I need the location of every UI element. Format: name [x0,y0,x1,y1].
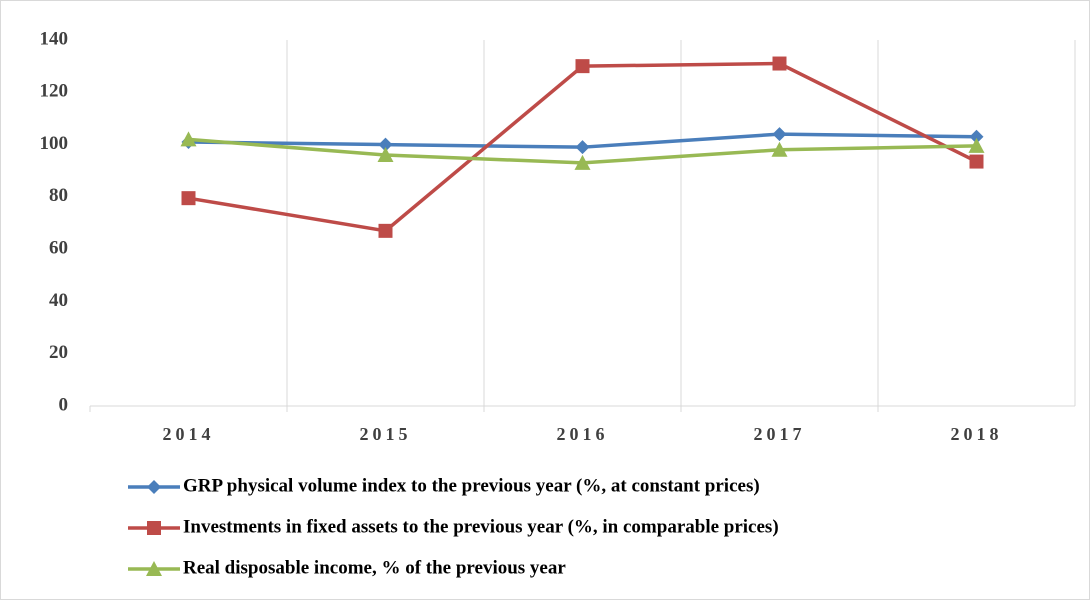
marker [181,191,196,206]
y-tick-label: 20 [49,342,68,363]
legend-label: GRP physical volume index to the previou… [183,475,760,496]
marker [574,154,591,170]
marker [180,131,197,147]
y-tick-label: 40 [49,290,68,311]
x-tick-label: 2015 [360,424,412,444]
marker [146,561,162,576]
marker [377,147,394,163]
x-tick-label: 2017 [754,424,806,444]
x-tick-label: 2014 [163,424,215,444]
marker [969,129,984,144]
x-tick-label: 2016 [557,424,609,444]
marker [968,137,985,153]
y-tick-label: 80 [49,185,68,206]
marker [772,56,787,71]
legend-label: Investments in fixed assets to the previ… [183,516,779,537]
x-tick-label: 2018 [951,424,1003,444]
y-tick-label: 120 [40,81,69,102]
marker [378,223,393,238]
marker [147,480,161,494]
marker [575,140,590,155]
marker [969,154,984,169]
y-tick-label: 140 [40,28,69,49]
marker [575,59,590,74]
y-tick-label: 100 [40,133,69,154]
marker [771,141,788,157]
y-tick-label: 60 [49,238,68,259]
marker [147,521,161,535]
marker [378,137,393,152]
legend-label: Real disposable income, % of the previou… [183,557,566,578]
y-tick-label: 0 [59,394,69,415]
marker [772,127,787,142]
